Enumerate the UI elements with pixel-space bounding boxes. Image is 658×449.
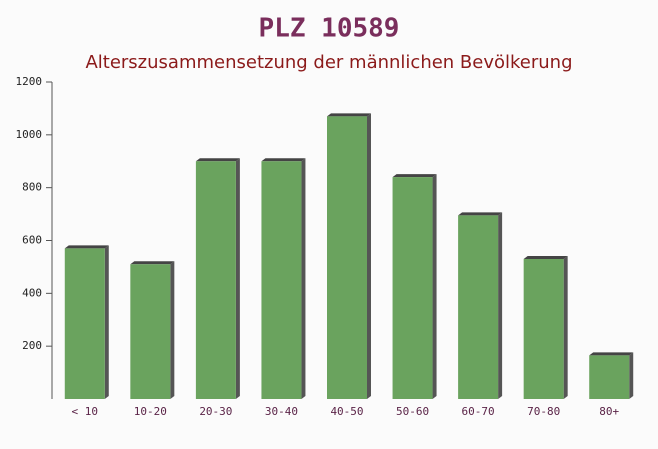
bar — [327, 116, 367, 399]
bar-top — [130, 261, 175, 265]
bar-top — [523, 255, 568, 259]
bar-side — [235, 158, 240, 399]
bar-top — [589, 352, 634, 356]
bar-top — [195, 158, 240, 162]
x-tick-label: 60-70 — [462, 405, 495, 418]
bar-side — [170, 261, 175, 399]
bar — [523, 258, 564, 399]
y-tick-label: 800 — [22, 181, 42, 194]
bar-top — [261, 158, 306, 162]
bar-top — [458, 212, 503, 216]
x-tick-label: 70-80 — [527, 405, 560, 418]
x-tick-label: 20-30 — [199, 405, 232, 418]
bar — [130, 264, 171, 399]
bar-side — [432, 174, 437, 399]
bar — [64, 248, 105, 399]
x-tick-label: 40-50 — [330, 405, 363, 418]
x-tick-label: < 10 — [72, 405, 99, 418]
y-tick-label: 600 — [22, 234, 42, 247]
bar-side — [629, 352, 634, 399]
bar-side — [367, 113, 371, 399]
y-tick-label: 1000 — [16, 128, 43, 141]
bar — [392, 177, 433, 399]
bar — [195, 161, 236, 399]
x-tick-label: 10-20 — [134, 405, 167, 418]
y-tick-label: 400 — [22, 286, 42, 299]
bar — [458, 215, 499, 399]
bar — [589, 355, 630, 399]
bar-side — [498, 212, 503, 399]
bar-top — [64, 245, 109, 249]
y-tick-label: 200 — [22, 339, 42, 352]
bar — [261, 161, 302, 399]
x-tick-label: 50-60 — [396, 405, 429, 418]
chart-title: PLZ 10589 — [259, 14, 400, 44]
bar-top — [327, 113, 371, 117]
x-tick-label: 80+ — [599, 405, 619, 418]
x-tick-label: 30-40 — [265, 405, 298, 418]
bar-top — [392, 174, 437, 178]
bar-side — [563, 255, 568, 399]
bar-side — [104, 245, 109, 399]
y-tick-label: 1200 — [16, 75, 43, 88]
bar-side — [301, 158, 306, 399]
chart-subtitle: Alterszusammensetzung der männlichen Bev… — [85, 52, 572, 73]
